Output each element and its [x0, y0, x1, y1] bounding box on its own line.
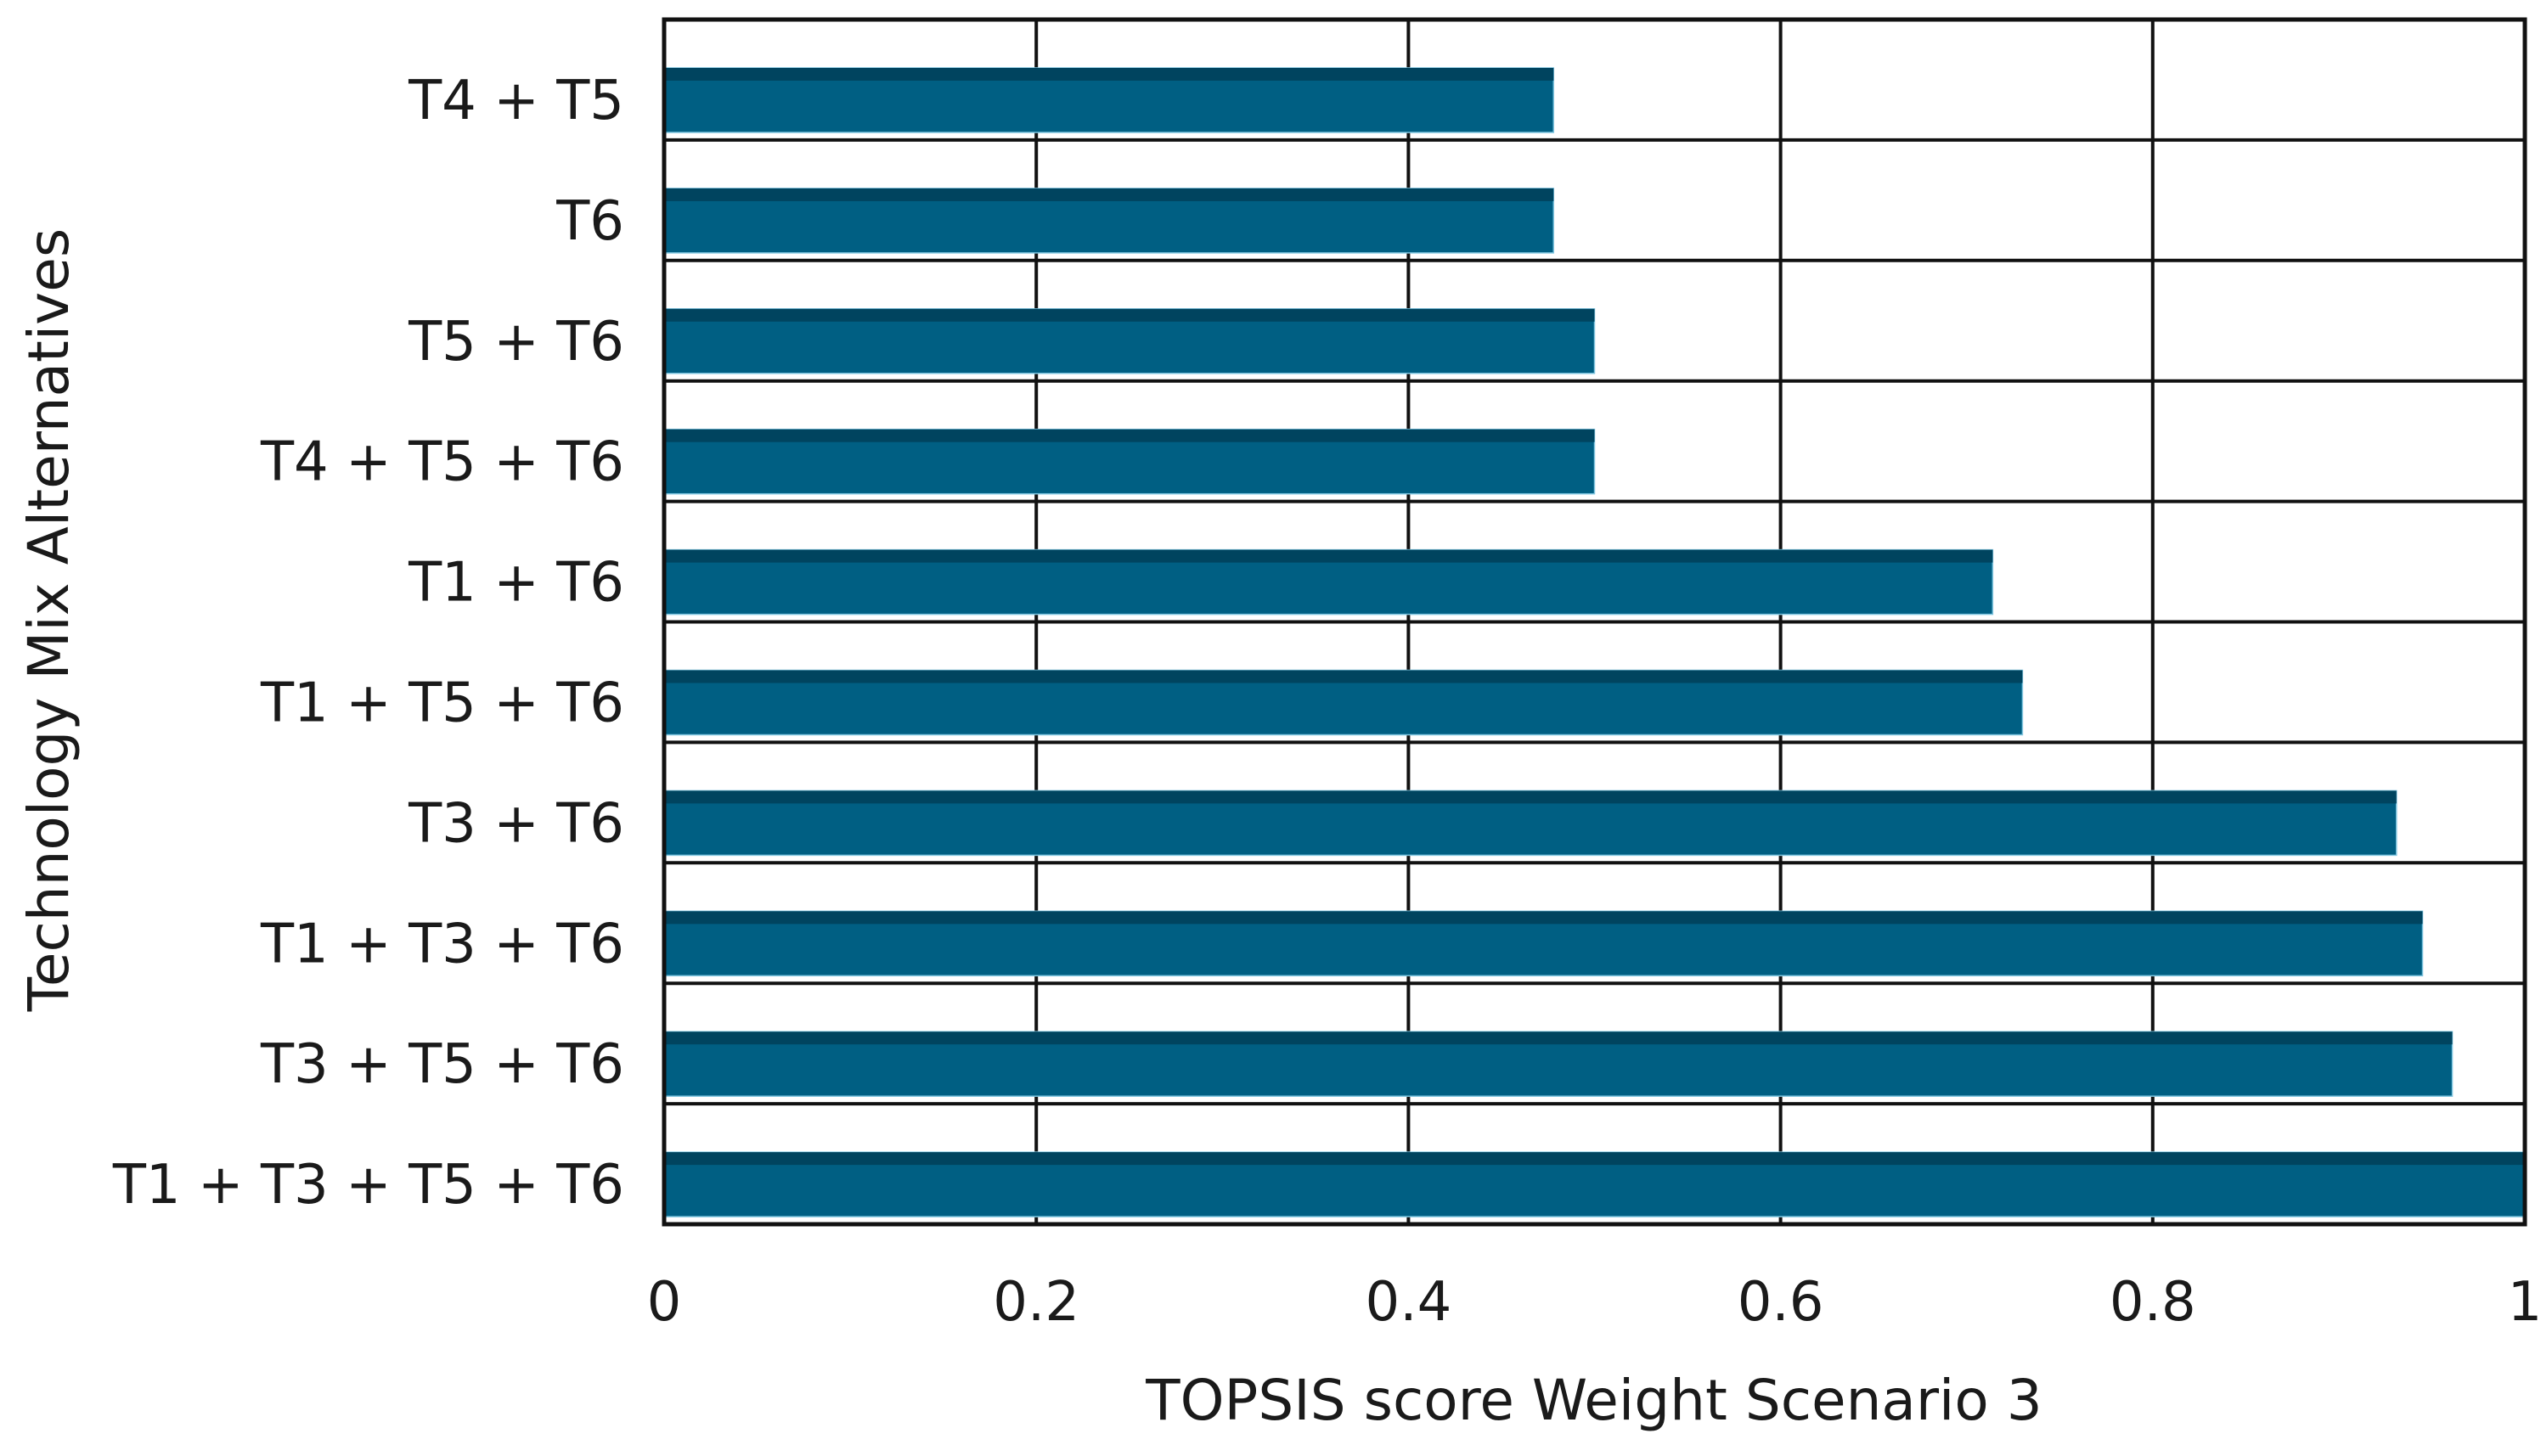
category-label: T1 + T3 + T5 + T6: [112, 1154, 624, 1217]
category-label: T1 + T6: [408, 552, 624, 615]
bar-top-shade: [664, 790, 2397, 804]
bar-top-shade: [664, 429, 1595, 442]
x-tick-label: 0.4: [1366, 1271, 1452, 1334]
y-axis-label: Technology Mix Alternatives: [16, 228, 82, 1013]
category-labels: T4 + T5 T6 T5 + T6 T4 + T5 + T6 T1 + T6 T1 + …: [112, 70, 624, 1217]
bar-top-shade: [664, 549, 1993, 563]
plot-frame: [662, 17, 2527, 1227]
bar: [663, 67, 1555, 133]
bars: [663, 67, 2526, 1217]
category-label: T1 + T5 + T6: [260, 672, 624, 735]
x-tick-label: 0.2: [993, 1271, 1079, 1334]
category-label: T6: [555, 190, 624, 253]
bar: [663, 188, 1555, 254]
category-label: T5 + T6: [408, 311, 624, 374]
bar: [663, 910, 2424, 977]
bar: [663, 548, 1994, 616]
x-tick-label: 0: [647, 1271, 682, 1334]
bar-top-shade: [664, 308, 1595, 322]
x-tick-label: 0.6: [1738, 1271, 1824, 1334]
bar: [663, 1151, 2526, 1217]
bar-top-shade: [664, 68, 1554, 81]
category-label: T4 + T5: [408, 70, 624, 132]
bar: [663, 669, 2024, 736]
x-axis-label: TOPSIS score Weight Scenario 3: [1145, 1368, 2042, 1433]
bar: [663, 308, 1596, 374]
category-label: T1 + T3 + T6: [260, 913, 624, 975]
category-label: T3 + T5 + T6: [260, 1033, 624, 1096]
plot-border: [662, 17, 2527, 1227]
bar: [663, 1031, 2454, 1097]
x-tick-label: 0.8: [2110, 1271, 2196, 1334]
bar-top-shade: [664, 1152, 2525, 1166]
bar-top-shade: [664, 1032, 2453, 1045]
bar-top-shade: [664, 670, 2023, 683]
x-tick-labels: 0 0.2 0.4 0.6 0.8 1: [647, 1271, 2541, 1334]
category-label: T3 + T6: [408, 792, 624, 855]
bar-top-shade: [664, 911, 2423, 925]
bar: [663, 790, 2397, 857]
category-label: T4 + T5 + T6: [260, 431, 624, 494]
bar-top-shade: [664, 188, 1554, 201]
bar: [663, 428, 1596, 495]
x-tick-label: 1: [2508, 1271, 2541, 1334]
